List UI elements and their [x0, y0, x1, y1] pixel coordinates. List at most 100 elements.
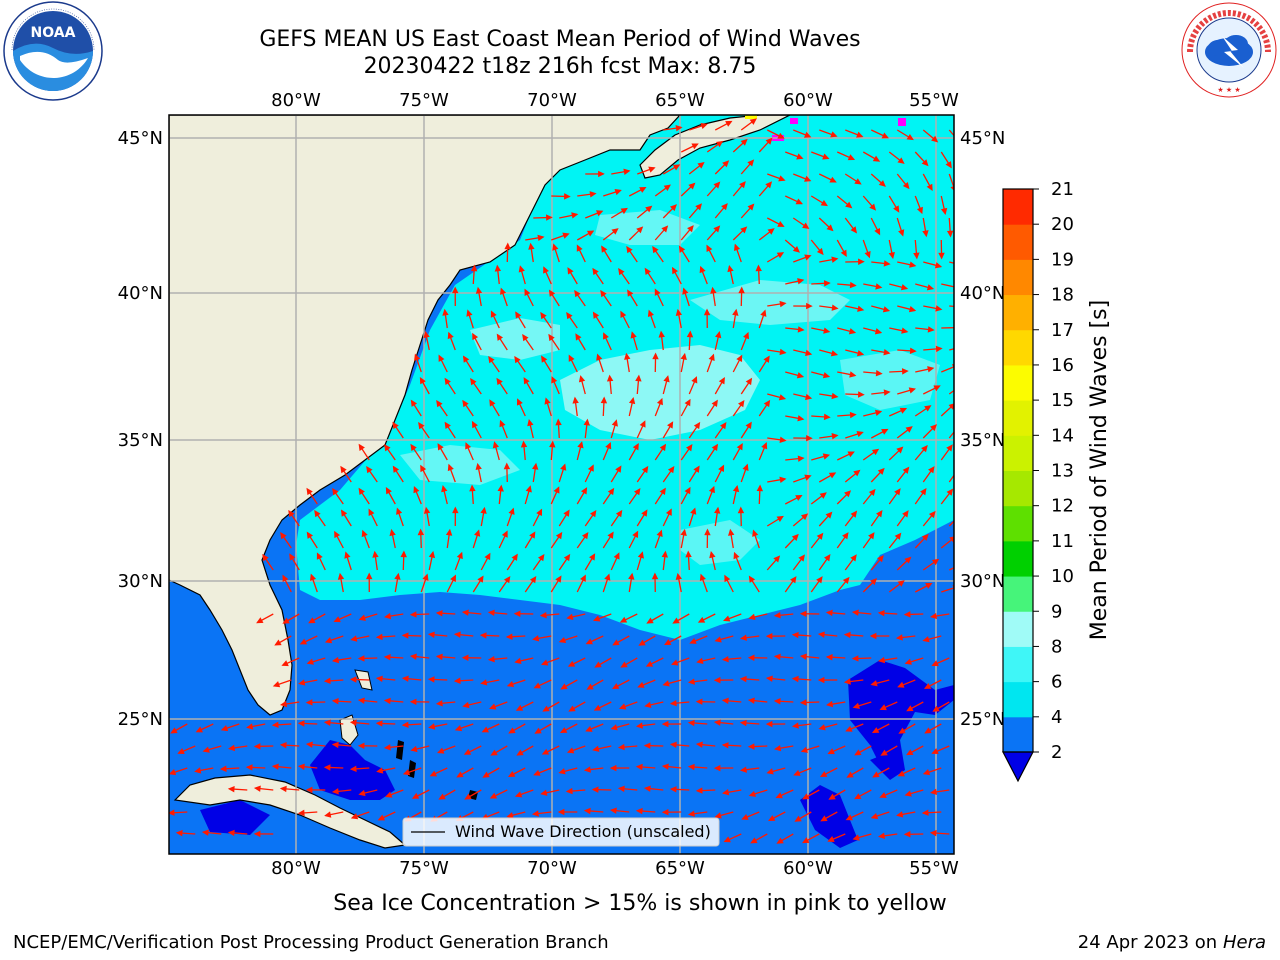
wind-wave-arrow-head: [703, 308, 711, 316]
wind-wave-arrow-head: [514, 355, 521, 364]
wind-wave-arrow-head: [357, 742, 365, 750]
wind-wave-arrow-head: [843, 678, 851, 685]
wind-wave-arrow-head: [227, 829, 235, 837]
wind-wave-arrow-head: [435, 610, 443, 617]
wind-wave-arrow-head: [609, 764, 617, 772]
wind-wave-arrow-head: [931, 558, 940, 566]
wind-wave-arrow-head: [429, 770, 438, 777]
map-frame: [168, 114, 955, 855]
wind-wave-arrow-head: [721, 697, 729, 705]
wind-wave-arrow-head: [423, 506, 431, 514]
wind-wave-arrow-head: [797, 326, 805, 333]
wind-wave-arrow-head: [931, 135, 939, 143]
wind-wave-arrow-head: [480, 679, 488, 686]
wind-wave-arrow-head: [868, 488, 876, 497]
wind-wave-arrow-head: [475, 462, 482, 471]
wind-wave-arrow-head: [227, 785, 235, 793]
wind-wave-arrow-head: [675, 308, 683, 316]
wind-wave-arrow-head: [748, 613, 756, 621]
wind-wave-arrow-head: [383, 697, 391, 705]
colorbar-tick-label: 16: [1051, 355, 1074, 376]
wind-wave-arrow-head: [956, 424, 961, 429]
wind-wave-arrow-head: [637, 681, 645, 688]
lon-tick-top: 75°W: [399, 90, 449, 111]
wind-wave-arrow-head: [497, 484, 504, 492]
wind-wave-arrow-head: [628, 572, 635, 580]
wind-wave-arrow-head: [383, 654, 391, 661]
wind-wave-arrow-head: [661, 808, 669, 816]
wind-wave-arrow-head: [775, 792, 783, 799]
wind-wave-arrow-head: [827, 748, 835, 755]
wind-wave-arrow-head: [946, 444, 953, 452]
wind-wave-arrow-head: [804, 131, 812, 138]
colorbar-segment: [1003, 364, 1033, 401]
wind-wave-arrow-head: [596, 210, 604, 217]
wind-wave-arrow-head: [587, 464, 594, 472]
wind-wave-arrow-head: [401, 632, 409, 639]
wind-wave-arrow-head: [689, 637, 697, 644]
wind-wave-arrow: [949, 261, 954, 264]
wind-wave-arrow-head: [763, 399, 771, 408]
wind-wave-arrow-head: [946, 230, 954, 238]
wind-wave-arrow-head: [436, 400, 443, 408]
wind-wave-arrow-head: [559, 727, 568, 733]
wind-wave-arrow-head: [845, 725, 853, 732]
footer-credit: NCEP/EMC/Verification Post Processing Pr…: [13, 932, 609, 953]
wind-wave-arrow-head: [632, 443, 639, 451]
wind-wave-arrow-head: [522, 334, 529, 342]
wind-wave-arrow-head: [615, 465, 622, 473]
wind-wave-arrow-head: [761, 441, 768, 450]
wind-wave-arrow-head: [906, 749, 914, 756]
wind-wave-arrow-head: [797, 415, 805, 422]
wind-wave-arrow-head: [896, 446, 904, 454]
wind-wave-arrow-head: [481, 726, 489, 733]
wind-wave-arrow-head: [955, 326, 960, 330]
wind-wave-arrow-head: [280, 700, 288, 708]
wind-wave-arrow-head: [796, 372, 805, 379]
wind-wave-arrow-head: [687, 719, 695, 727]
wind-wave-arrow: [949, 348, 954, 351]
wind-wave-arrow-head: [902, 181, 910, 190]
wind-wave-arrow-head: [596, 353, 603, 361]
wind-wave-arrow-head: [959, 383, 964, 387]
wind-wave-arrow-head: [585, 638, 593, 645]
wind-wave-arrow-head: [908, 306, 917, 313]
colorbar-extend-arrow: [1002, 751, 1034, 783]
wind-wave-arrow-head: [401, 721, 409, 728]
wind-wave-arrow-head: [678, 245, 686, 253]
wind-wave-arrow-head: [529, 531, 536, 539]
wind-wave-arrow-head: [568, 705, 576, 712]
wind-wave-arrow-head: [514, 791, 523, 798]
lat-tick-left: 25°N: [118, 709, 163, 730]
wind-wave-arrow-head: [843, 631, 851, 639]
wind-wave-arrow-head: [750, 837, 758, 844]
lon-tick-top: 70°W: [527, 90, 577, 111]
wind-wave-arrow-head: [906, 705, 914, 712]
lat-tick-left: 35°N: [118, 430, 163, 451]
colorbar-segment: [1003, 611, 1033, 647]
wind-wave-arrow-head: [560, 683, 568, 690]
wind-wave-arrow-head: [778, 175, 786, 182]
wind-wave-arrow-head: [420, 464, 427, 473]
wind-wave-arrow-head: [927, 366, 935, 373]
wind-wave-arrow-head: [777, 132, 785, 139]
wind-wave-arrow-head: [472, 332, 479, 341]
wind-wave-arrow-head: [515, 311, 522, 319]
wind-wave-arrow-head: [469, 484, 476, 492]
wind-wave-arrow-head: [699, 573, 706, 582]
wind-wave-arrow-head: [742, 463, 749, 471]
wind-wave-arrow-head: [305, 741, 313, 748]
wind-wave-arrow-head: [654, 288, 661, 296]
wind-wave-arrow-head: [874, 227, 881, 236]
wind-wave-arrow-head: [825, 511, 833, 519]
wind-wave-arrow-head: [799, 653, 807, 660]
wind-wave-arrow-head: [736, 354, 743, 363]
wind-wave-arrow-head: [831, 392, 839, 400]
wind-wave-arrow-head: [453, 631, 461, 638]
wind-wave-arrow-head: [822, 453, 831, 460]
wind-wave-arrow-head: [349, 765, 357, 773]
wind-wave-arrow-head: [331, 741, 339, 749]
wind-wave-arrow-head: [262, 553, 269, 562]
wind-wave-arrow-head: [767, 228, 775, 235]
wind-wave-arrow-head: [743, 331, 750, 340]
